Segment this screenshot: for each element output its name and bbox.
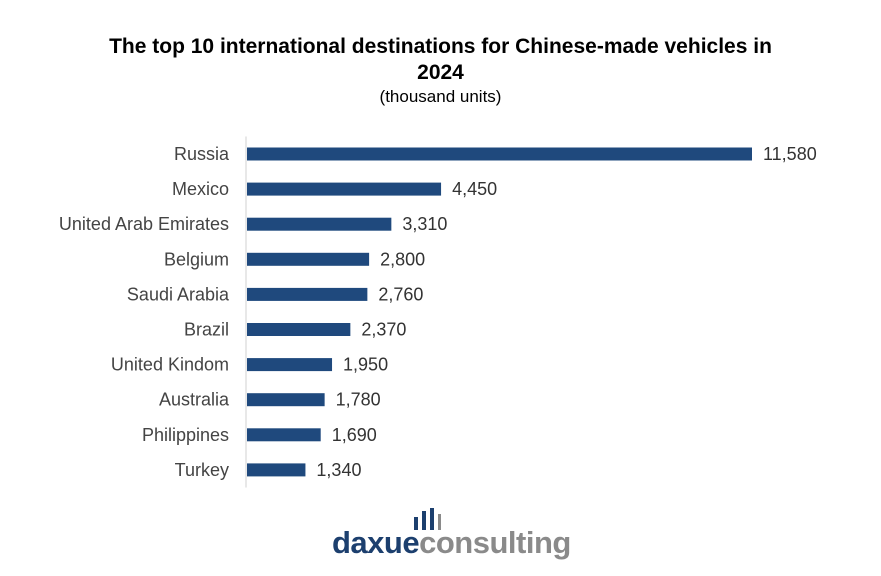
- value-label: 1,690: [332, 425, 377, 445]
- bar-saudi-arabia: [247, 287, 368, 301]
- bar-philippines: [247, 428, 321, 442]
- bar-chart: Russia Mexico United Arab Emirates Belgium S…: [59, 136, 817, 488]
- logo-wordmark: daxueconsulting: [332, 526, 571, 560]
- value-label: 3,310: [402, 214, 447, 234]
- category-label: Saudi Arabia: [127, 284, 230, 304]
- category-label: United Kindom: [111, 355, 229, 375]
- bar-australia: [247, 393, 325, 407]
- logo-text-consulting: consulting: [419, 525, 571, 560]
- category-label: Mexico: [172, 179, 229, 199]
- bar-united-kindom: [247, 358, 333, 372]
- category-labels: Russia Mexico United Arab Emirates Belgium S…: [59, 144, 230, 480]
- daxue-consulting-logo: daxueconsulting: [332, 508, 582, 560]
- category-label: United Arab Emirates: [59, 214, 229, 234]
- category-label: Brazil: [184, 320, 229, 340]
- bar-mexico: [247, 182, 442, 196]
- category-label: Belgium: [164, 249, 229, 269]
- bars-layer: [247, 147, 752, 477]
- bar-united-arab-emirates: [247, 217, 392, 231]
- bar-belgium: [247, 252, 370, 266]
- bar-turkey: [247, 463, 306, 477]
- category-label: Turkey: [175, 460, 229, 480]
- value-label: 2,370: [361, 320, 406, 340]
- chart-title: The top 10 international destinations fo…: [109, 35, 772, 84]
- value-label: 1,340: [316, 460, 361, 480]
- value-label: 1,780: [336, 390, 381, 410]
- chart-subtitle: (thousand units): [379, 87, 502, 106]
- value-label: 4,450: [452, 179, 497, 199]
- category-label: Russia: [174, 144, 230, 164]
- value-label: 1,950: [343, 355, 388, 375]
- chart-title-block: The top 10 international destinations fo…: [0, 34, 881, 108]
- value-label: 2,800: [380, 249, 425, 269]
- value-label: 2,760: [378, 284, 423, 304]
- category-label: Australia: [159, 390, 230, 410]
- category-label: Philippines: [142, 425, 229, 445]
- bar-brazil: [247, 323, 351, 336]
- value-label: 11,580: [763, 144, 817, 164]
- logo-text-daxue: daxue: [332, 525, 420, 560]
- bar-chart-logo-icon: [414, 508, 441, 530]
- bar-russia: [247, 147, 752, 161]
